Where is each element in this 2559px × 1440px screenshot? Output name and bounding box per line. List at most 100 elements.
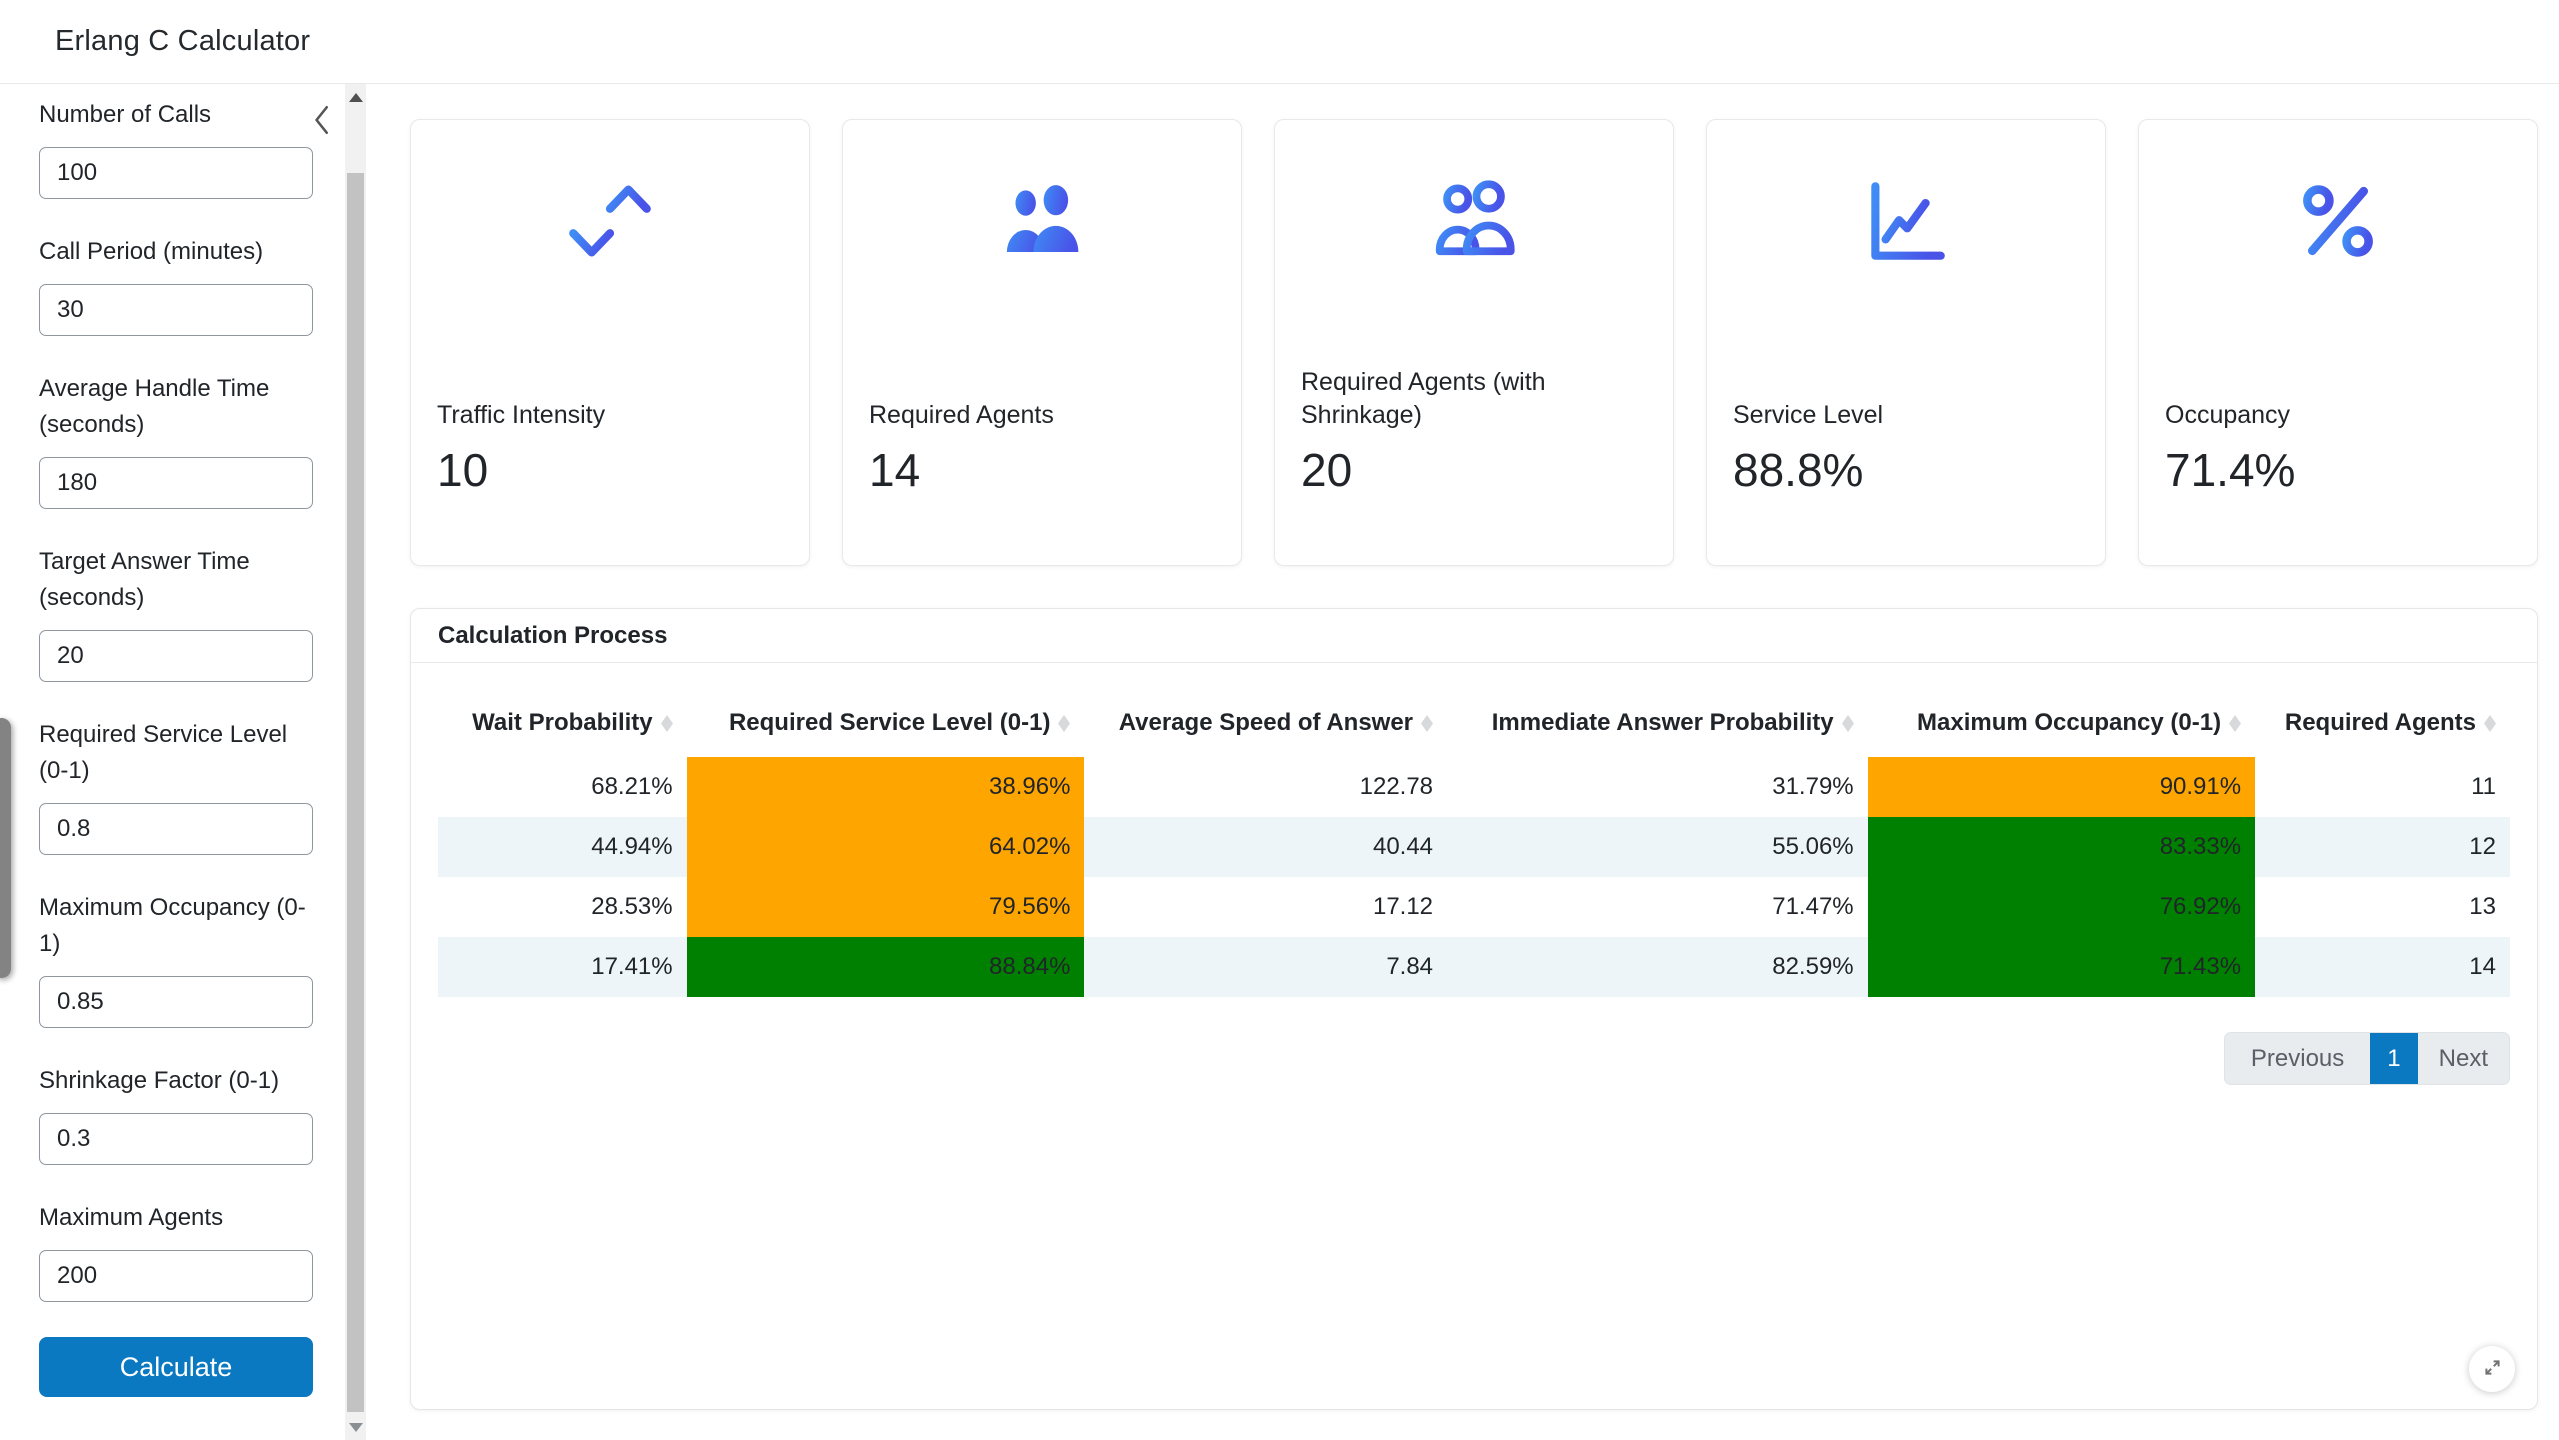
cell-wait-probability: 44.94% [438,817,687,877]
line-chart-icon [1857,172,1955,272]
cell-maximum-occupancy: 76.92% [1867,877,2256,937]
expand-icon [2482,1357,2503,1381]
chevron-left-icon [314,105,329,138]
pagination-next-button[interactable]: Next [2417,1033,2509,1084]
people-filled-icon [993,172,1091,272]
cell-maximum-occupancy: 71.43% [1867,937,2256,997]
cell-immediate-answer-probability: 55.06% [1447,817,1868,877]
call-period-input[interactable] [39,284,313,336]
card-occupancy: Occupancy 71.4% [2138,119,2538,566]
cell-required-service-level: 79.56% [686,877,1085,937]
cell-average-speed-of-answer: 17.12 [1372,893,1434,920]
percent-icon [2289,172,2387,272]
card-label: Service Level [1733,401,1884,430]
expand-panel-button[interactable] [2469,1346,2515,1392]
cell-required-service-level: 38.96% [686,757,1085,817]
app-header: Erlang C Calculator [0,0,2559,84]
calculate-button[interactable]: Calculate [39,1337,313,1397]
number-of-calls-input[interactable] [39,147,313,199]
card-value: 14 [869,444,921,496]
field-shrinkage-factor: Shrinkage Factor (0-1) [39,1063,313,1165]
card-value: 20 [1301,444,1353,496]
cell-required-service-level: 88.84% [686,937,1085,997]
people-outline-icon [1425,172,1523,272]
cell-maximum-occupancy: 83.33% [1867,817,2256,877]
pagination-page-1-button[interactable]: 1 [2370,1033,2418,1084]
arrow-down-up-icon [561,172,659,272]
card-required-agents: Required Agents 14 [842,119,1242,566]
field-label: Target Answer Time (seconds) [39,548,250,611]
pagination-previous-button[interactable]: Previous [2224,1033,2371,1084]
cell-immediate-answer-probability: 82.59% [1447,937,1868,997]
card-value: 10 [437,444,489,496]
panel-body: Wait Probability Required Service Level … [411,663,2537,1085]
field-required-service-level: Required Service Level (0-1) [39,717,313,855]
sidebar-collapse-button[interactable] [309,104,333,138]
sort-icon [1058,715,1071,732]
field-label: Number of Calls [39,101,212,128]
field-number-of-calls: Number of Calls [39,97,313,199]
card-value: 71.4% [2165,444,2296,496]
sort-icon [660,715,673,732]
column-header-average-speed-of-answer[interactable]: Average Speed of Answer [1084,693,1447,757]
main-content: Traffic Intensity 10 Required Agents [366,84,2559,1440]
card-traffic-intensity: Traffic Intensity 10 [410,119,810,566]
table-row: 44.94% 64.02% 40.44 55.06% 83.33% 12 [438,817,2510,877]
card-label: Required Agents (with Shrinkage) [1301,367,1546,430]
field-label: Average Handle Time (seconds) [39,375,270,438]
left-drawer-handle[interactable] [0,718,11,978]
field-average-handle-time: Average Handle Time (seconds) [39,371,313,509]
field-label: Shrinkage Factor (0-1) [39,1067,280,1094]
table-header-row: Wait Probability Required Service Level … [438,693,2510,757]
maximum-agents-input[interactable] [39,1250,313,1302]
field-label: Maximum Occupancy (0-1) [39,894,306,957]
card-label: Occupancy [2165,401,2291,430]
card-service-level: Service Level 88.8% [1706,119,2106,566]
sidebar-scrollbar[interactable] [345,84,366,1440]
cell-average-speed-of-answer: 7.84 [1084,937,1448,997]
panel-title: Calculation Process [411,609,2537,663]
column-header-maximum-occupancy[interactable]: Maximum Occupancy (0-1) [1868,693,2255,757]
target-answer-time-input[interactable] [39,630,313,682]
sort-icon [1841,715,1854,732]
column-header-immediate-answer-probability[interactable]: Immediate Answer Probability [1447,693,1868,757]
scrollbar-up-arrow[interactable] [345,86,366,108]
metric-cards-row: Traffic Intensity 10 Required Agents [410,119,2538,566]
pagination: Previous 1 Next [438,1032,2510,1085]
field-maximum-occupancy: Maximum Occupancy (0-1) [39,890,313,1028]
field-call-period: Call Period (minutes) [39,234,313,336]
page-title: Erlang C Calculator [55,25,311,57]
calculation-table: Wait Probability Required Service Level … [438,693,2510,997]
cell-immediate-answer-probability: 31.79% [1772,773,1854,800]
card-required-agents-shrinkage: Required Agents (with Shrinkage) 20 [1274,119,1674,566]
shrinkage-factor-input[interactable] [39,1113,313,1165]
card-label: Required Agents [869,401,1054,430]
column-header-required-agents[interactable]: Required Agents [2255,693,2510,757]
card-value: 88.8% [1733,444,1864,496]
table-row: 17.41% 88.84% 7.84 82.59% 71.43% 14 [438,937,2510,997]
sort-icon [2484,715,2496,732]
required-service-level-input[interactable] [39,803,313,855]
table-row: 68.21% 38.96% 122.78 31.79% 90.91% 11 [438,757,2510,817]
scrollbar-thumb[interactable] [347,173,364,1412]
maximum-occupancy-input[interactable] [39,976,313,1028]
average-handle-time-input[interactable] [39,457,313,509]
field-label: Required Service Level (0-1) [39,721,288,784]
cell-required-agents: 11 [2471,773,2496,800]
field-maximum-agents: Maximum Agents [39,1200,313,1302]
cell-required-agents: 12 [2255,817,2510,877]
field-label: Maximum Agents [39,1204,224,1231]
calculation-table-body: 68.21% 38.96% 122.78 31.79% 90.91% 11 44.94% 64… [438,757,2510,997]
cell-required-agents: 13 [2469,893,2496,920]
column-header-wait-probability[interactable]: Wait Probability [438,693,687,757]
cell-immediate-answer-probability: 71.47% [1772,893,1854,920]
scrollbar-down-arrow[interactable] [345,1416,366,1438]
cell-wait-probability: 17.41% [438,937,687,997]
cell-wait-probability: 28.53% [591,893,673,920]
pagination-group: Previous 1 Next [2223,1032,2510,1085]
cell-average-speed-of-answer: 122.78 [1359,773,1434,800]
cell-required-service-level: 64.02% [686,817,1085,877]
column-header-required-service-level[interactable]: Required Service Level (0-1) [687,693,1085,757]
card-label: Traffic Intensity [437,401,606,430]
field-label: Call Period (minutes) [39,238,264,265]
